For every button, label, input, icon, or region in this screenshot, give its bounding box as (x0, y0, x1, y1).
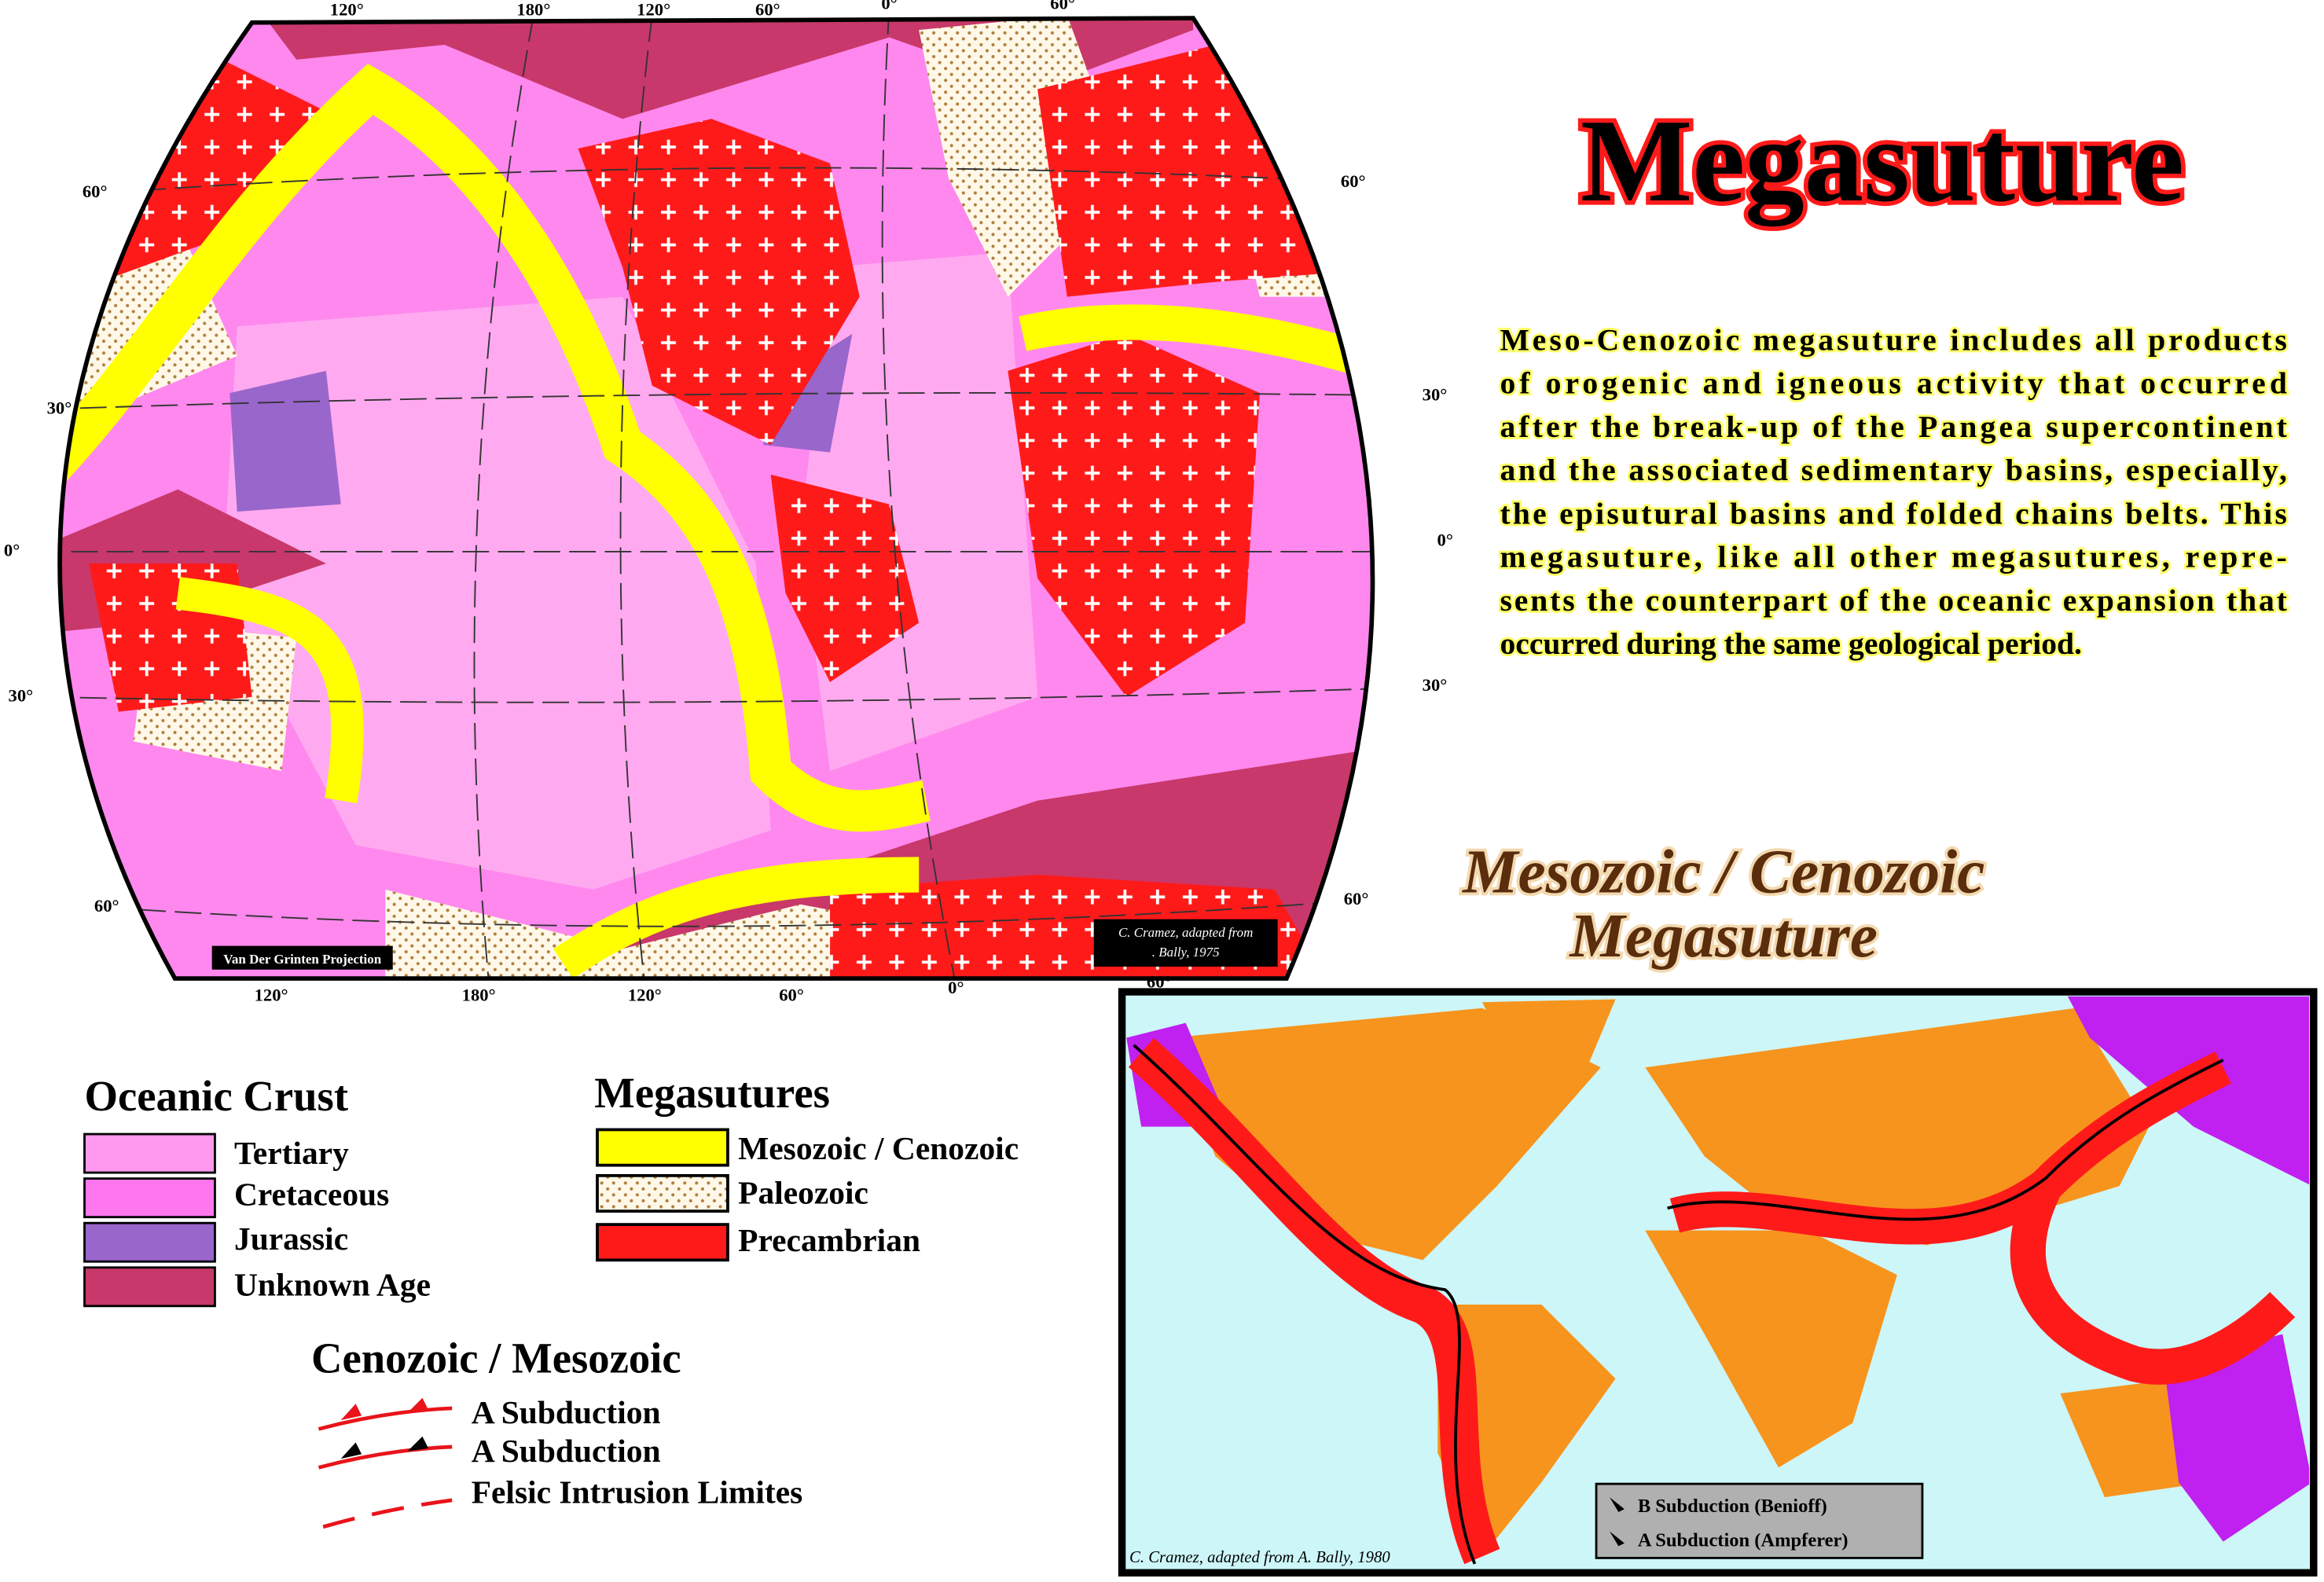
degree-label: 60° (1344, 889, 1369, 908)
degree-label: 0° (881, 0, 897, 13)
credit-box (1093, 919, 1278, 967)
legend-heading: Megasutures (594, 1069, 830, 1117)
legend-label: A Subduction (472, 1394, 661, 1430)
world-map (60, 18, 1373, 979)
legend-label: Precambrian (738, 1222, 920, 1258)
legend-swatch (596, 1173, 729, 1213)
credit: . Bally, 1975 (1152, 945, 1220, 960)
projection: Van Der Grinten Projection (223, 952, 381, 967)
map-border (57, 16, 1375, 981)
degree-label: 60° (83, 182, 108, 201)
degree-label: 120° (255, 985, 288, 1004)
legend-symbol (340, 1436, 429, 1459)
projection-box (211, 945, 393, 970)
legend-swatch (83, 1266, 216, 1308)
subtitle: Megasuture (1568, 901, 1878, 971)
legend: Oceanic Crust Tertiary Cretaceous Jurassic U… (83, 1069, 1019, 1529)
megasuture-map (1126, 996, 2310, 1565)
legend-swatch (596, 1128, 729, 1167)
degree-label: 30° (47, 398, 72, 418)
degree-label: 0° (948, 978, 964, 997)
degree-label: 0° (1437, 530, 1453, 549)
credit: C. Cramez, adapted from A. Bally, 1980 (1129, 1549, 1390, 1566)
degree-label: 60° (755, 0, 780, 19)
legend-symbol (340, 1397, 429, 1421)
legend-swatch (83, 1177, 216, 1219)
legend-symbol (322, 1498, 453, 1529)
legend-label: Tertiary (234, 1135, 349, 1171)
legend-symbol (318, 1406, 453, 1431)
description-line: megasuture, like all other megasutures, … (1500, 540, 2286, 574)
description-line: sents the counterpart of the oceanic exp… (1500, 583, 2287, 618)
legend-heading: Oceanic Crust (84, 1072, 348, 1120)
legend-label: Paleozoic (738, 1175, 868, 1211)
legend-label: A Subduction (472, 1433, 661, 1469)
legend-label: Cretaceous (234, 1176, 389, 1213)
degree-label: 30° (9, 685, 34, 705)
degree-label: 60° (1050, 0, 1075, 13)
description-line: occurred during the same geological peri… (1500, 626, 2081, 661)
subtitle: Mesozoic / Cenozoic (1461, 838, 1984, 907)
degree-label: 60° (1341, 171, 1366, 191)
map-legend-label: A Subduction (Ampferer) (1638, 1529, 1849, 1551)
degree-label: 180° (516, 0, 550, 19)
degree-label: 120° (330, 0, 364, 19)
map-legend-label: B Subduction (Benioff) (1638, 1496, 1827, 1517)
degree-label: 60° (1147, 971, 1172, 991)
description: Meso-Cenozoic megasuture includes all pr… (1498, 321, 2290, 663)
legend-swatch (596, 1223, 729, 1262)
degree-label: 30° (1423, 385, 1448, 405)
degree-label: 180° (462, 985, 496, 1004)
legend-label: Unknown Age (234, 1267, 431, 1303)
legend-label: Mesozoic / Cenozoic (738, 1130, 1019, 1166)
legend-label: Felsic Intrusion Limites (472, 1474, 803, 1510)
legend-swatch (83, 1132, 216, 1174)
description-line: after the break-up of the Pangea superco… (1500, 409, 2287, 444)
legend-symbol (1610, 1497, 1625, 1547)
description-line: and the associated sedimentary basins, e… (1500, 453, 2286, 487)
graticule-labels: 120° 180° 120° 60° 0° 60° 120° 180° 120° 60° 0° 60°… (4, 0, 1453, 1004)
map-legend (1595, 1482, 1924, 1559)
legend-label: Jurassic (234, 1220, 348, 1257)
description-line: the episutural basins and folded chains … (1500, 496, 2286, 530)
degree-label: 60° (779, 985, 804, 1004)
degree-label: 30° (1423, 675, 1448, 695)
legend-symbol (318, 1444, 453, 1470)
degree-label: 60° (94, 896, 119, 916)
degree-label: 0° (4, 541, 20, 560)
title: Megasuture (1581, 95, 2184, 226)
legend-swatch (83, 1221, 216, 1263)
degree-label: 120° (637, 0, 670, 19)
legend-heading: Cenozoic / Mesozoic (311, 1334, 681, 1382)
description-line: Meso-Cenozoic megasuture includes all pr… (1500, 322, 2286, 357)
degree-label: 120° (628, 985, 662, 1004)
description-line: of orogenic and igneous activity that oc… (1500, 366, 2286, 401)
credit: C. Cramez, adapted from (1118, 925, 1253, 940)
